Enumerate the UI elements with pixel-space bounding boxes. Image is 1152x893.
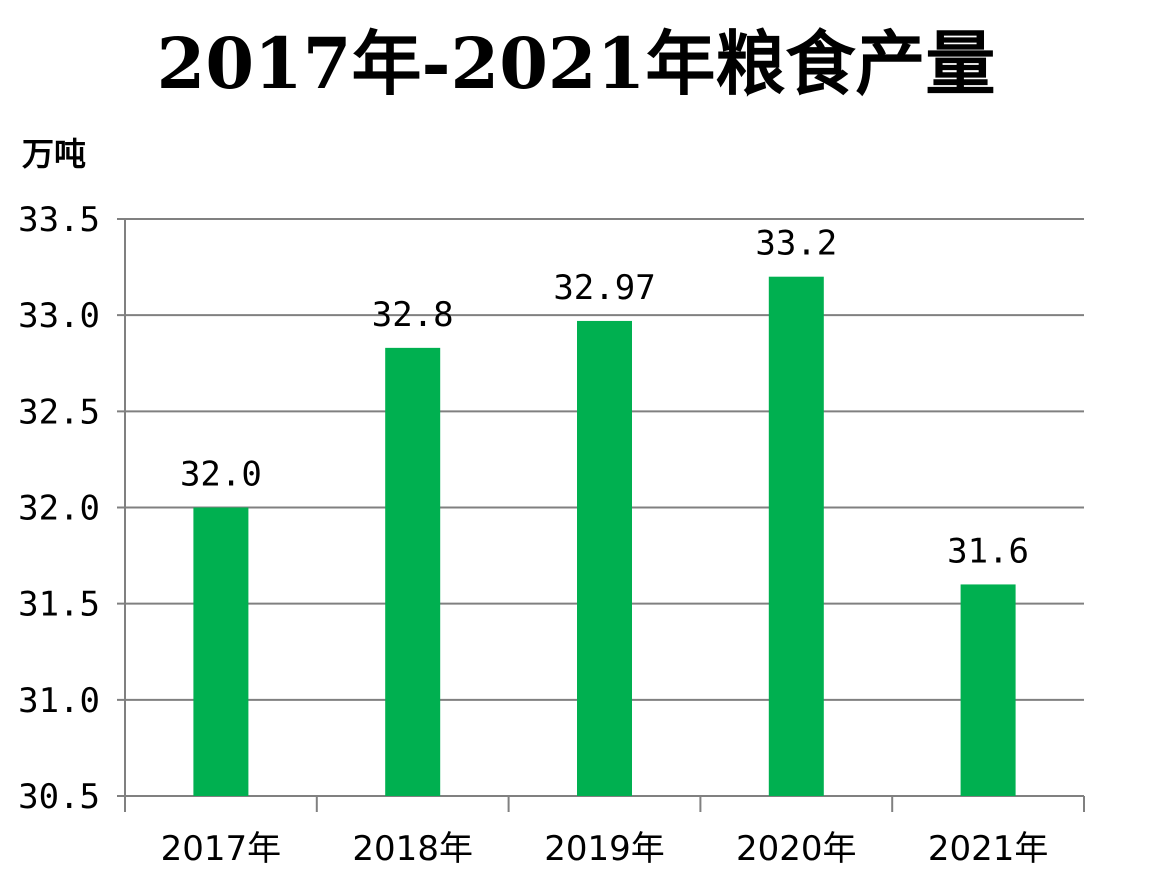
x-category-label-2: 2019年 <box>544 829 665 869</box>
chart-title: 2017年-2021年粮食产量 <box>157 22 996 105</box>
y-tick-label: 31.5 <box>18 585 100 625</box>
y-tick-label: 33.0 <box>18 296 100 336</box>
x-axis-category-labels: 2017年 2018年 2019年 2020年 2021年 <box>161 829 1049 869</box>
bar-0 <box>193 507 249 796</box>
y-tick-label: 32.5 <box>18 392 100 432</box>
bar-2 <box>577 320 632 796</box>
y-tick-label: 30.5 <box>18 777 100 817</box>
bars <box>193 276 1016 796</box>
x-category-label-4: 2021年 <box>928 829 1049 869</box>
data-label-2: 32.97 <box>553 268 655 308</box>
y-tick-label: 33.5 <box>18 200 100 240</box>
bar-1 <box>385 347 441 796</box>
x-category-label-3: 2020年 <box>736 829 857 869</box>
data-label-0: 32.0 <box>180 455 262 495</box>
data-label-4: 31.6 <box>947 531 1029 571</box>
data-label-3: 33.2 <box>755 224 837 264</box>
y-axis-unit-label: 万吨 <box>22 135 86 173</box>
data-labels: 32.0 32.8 32.97 33.2 31.6 <box>180 224 1029 572</box>
bar-4 <box>960 584 1016 796</box>
bar-3 <box>768 276 824 796</box>
x-category-label-1: 2018年 <box>352 829 473 869</box>
x-category-label-0: 2017年 <box>161 829 282 869</box>
data-label-1: 32.8 <box>372 295 454 335</box>
y-axis-tick-labels: 30.5 31.0 31.5 32.0 32.5 33.0 33.5 <box>18 200 100 817</box>
y-tick-label: 32.0 <box>18 489 100 529</box>
y-tick-label: 31.0 <box>18 681 100 721</box>
